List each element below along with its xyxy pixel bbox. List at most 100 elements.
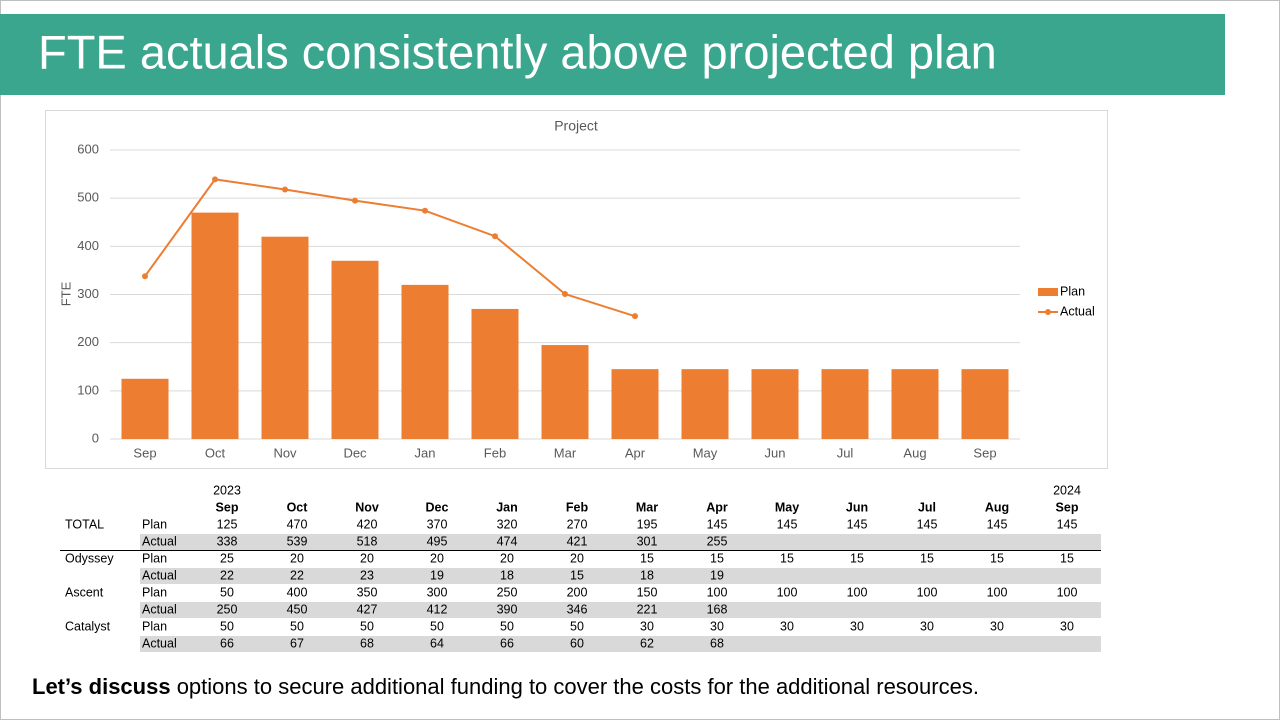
- bar: [821, 369, 869, 439]
- cell: 50: [430, 619, 444, 633]
- line: [144, 178, 636, 318]
- cell: 518: [357, 534, 378, 548]
- cell: 50: [290, 619, 304, 633]
- cell: 20: [360, 551, 374, 565]
- row-shade: [140, 568, 1101, 584]
- x-tick-label: Apr: [625, 445, 646, 460]
- bar: [261, 236, 309, 439]
- column-header: Apr: [706, 500, 728, 514]
- cell: 19: [710, 568, 724, 582]
- cell: 64: [430, 636, 444, 650]
- column-header: Aug: [985, 500, 1009, 514]
- y-tick-label: 200: [77, 334, 99, 349]
- legend-label: Actual: [1060, 304, 1095, 318]
- bar: [751, 369, 799, 439]
- row-group: Ascent: [65, 585, 104, 599]
- column-header: Oct: [287, 500, 309, 514]
- row-label: Plan: [142, 517, 167, 531]
- x-tick-label: Sep: [973, 445, 996, 460]
- slide-title: FTE actuals consistently above projected…: [38, 25, 997, 78]
- y-tick-label: 400: [77, 238, 99, 253]
- cell: 300: [427, 585, 448, 599]
- x-tick-label: Sep: [133, 445, 156, 460]
- legend-swatch: [1038, 288, 1058, 296]
- footer-text: options to secure additional funding to …: [171, 674, 979, 699]
- cell: 390: [497, 602, 518, 616]
- cell: 145: [707, 517, 728, 531]
- row-label: Plan: [142, 585, 167, 599]
- cell: 145: [1057, 517, 1078, 531]
- cell: 200: [567, 585, 588, 599]
- row-group: Odyssey: [65, 551, 114, 565]
- cell: 30: [640, 619, 654, 633]
- cell: 427: [357, 602, 378, 616]
- cell: 400: [287, 585, 308, 599]
- cell: 60: [570, 636, 584, 650]
- bar: [331, 260, 379, 439]
- cell: 50: [220, 619, 234, 633]
- cell: 30: [780, 619, 794, 633]
- cell: 30: [990, 619, 1004, 633]
- cell: 145: [917, 517, 938, 531]
- year-label: 2024: [1053, 483, 1081, 497]
- x-tick-label: Jan: [415, 445, 436, 460]
- cell: 301: [637, 534, 658, 548]
- marker: [212, 176, 218, 183]
- cell: 474: [497, 534, 518, 548]
- cell: 30: [710, 619, 724, 633]
- cell: 100: [777, 585, 798, 599]
- cell: 168: [707, 602, 728, 616]
- cell: 150: [637, 585, 658, 599]
- cell: 421: [567, 534, 588, 548]
- cell: 66: [220, 636, 234, 650]
- x-tick-label: Jul: [837, 445, 854, 460]
- cell: 50: [360, 619, 374, 633]
- cell: 15: [780, 551, 794, 565]
- footer-bold: Let’s discuss: [32, 674, 171, 699]
- cell: 50: [220, 585, 234, 599]
- cell: 125: [217, 517, 238, 531]
- cell: 195: [637, 517, 658, 531]
- cell: 15: [640, 551, 654, 565]
- cell: 270: [567, 517, 588, 531]
- legend-label: Plan: [1060, 284, 1085, 298]
- x-tick-label: Jun: [765, 445, 786, 460]
- cell: 346: [567, 602, 588, 616]
- marker: [492, 233, 498, 240]
- cell: 30: [850, 619, 864, 633]
- y-tick-label: 100: [77, 382, 99, 397]
- cell: 67: [290, 636, 304, 650]
- cell: 100: [1057, 585, 1078, 599]
- cell: 50: [570, 619, 584, 633]
- cell: 100: [987, 585, 1008, 599]
- cell: 66: [500, 636, 514, 650]
- column-header: Jan: [496, 500, 518, 514]
- cell: 68: [360, 636, 374, 650]
- cell: 15: [1060, 551, 1074, 565]
- cell: 15: [990, 551, 1004, 565]
- legend-marker: [1045, 309, 1051, 315]
- cell: 450: [287, 602, 308, 616]
- cell: 250: [497, 585, 518, 599]
- y-axis-label: FTE: [58, 281, 73, 306]
- year-label: 2023: [213, 483, 241, 497]
- y-tick-label: 0: [92, 430, 99, 445]
- row-label: Plan: [142, 551, 167, 565]
- cell: 62: [640, 636, 654, 650]
- title-bar: [0, 14, 1225, 95]
- cell: 100: [847, 585, 868, 599]
- column-header: Nov: [355, 500, 379, 514]
- cell: 15: [850, 551, 864, 565]
- x-tick-label: Feb: [484, 445, 506, 460]
- row-group: Catalyst: [65, 619, 111, 633]
- y-tick-label: 500: [77, 190, 99, 205]
- cell: 100: [917, 585, 938, 599]
- cell: 18: [500, 568, 514, 582]
- x-tick-label: May: [693, 445, 718, 460]
- cell: 412: [427, 602, 448, 616]
- row-shade: [140, 602, 1101, 618]
- x-tick-label: Oct: [205, 445, 226, 460]
- bar: [681, 369, 729, 439]
